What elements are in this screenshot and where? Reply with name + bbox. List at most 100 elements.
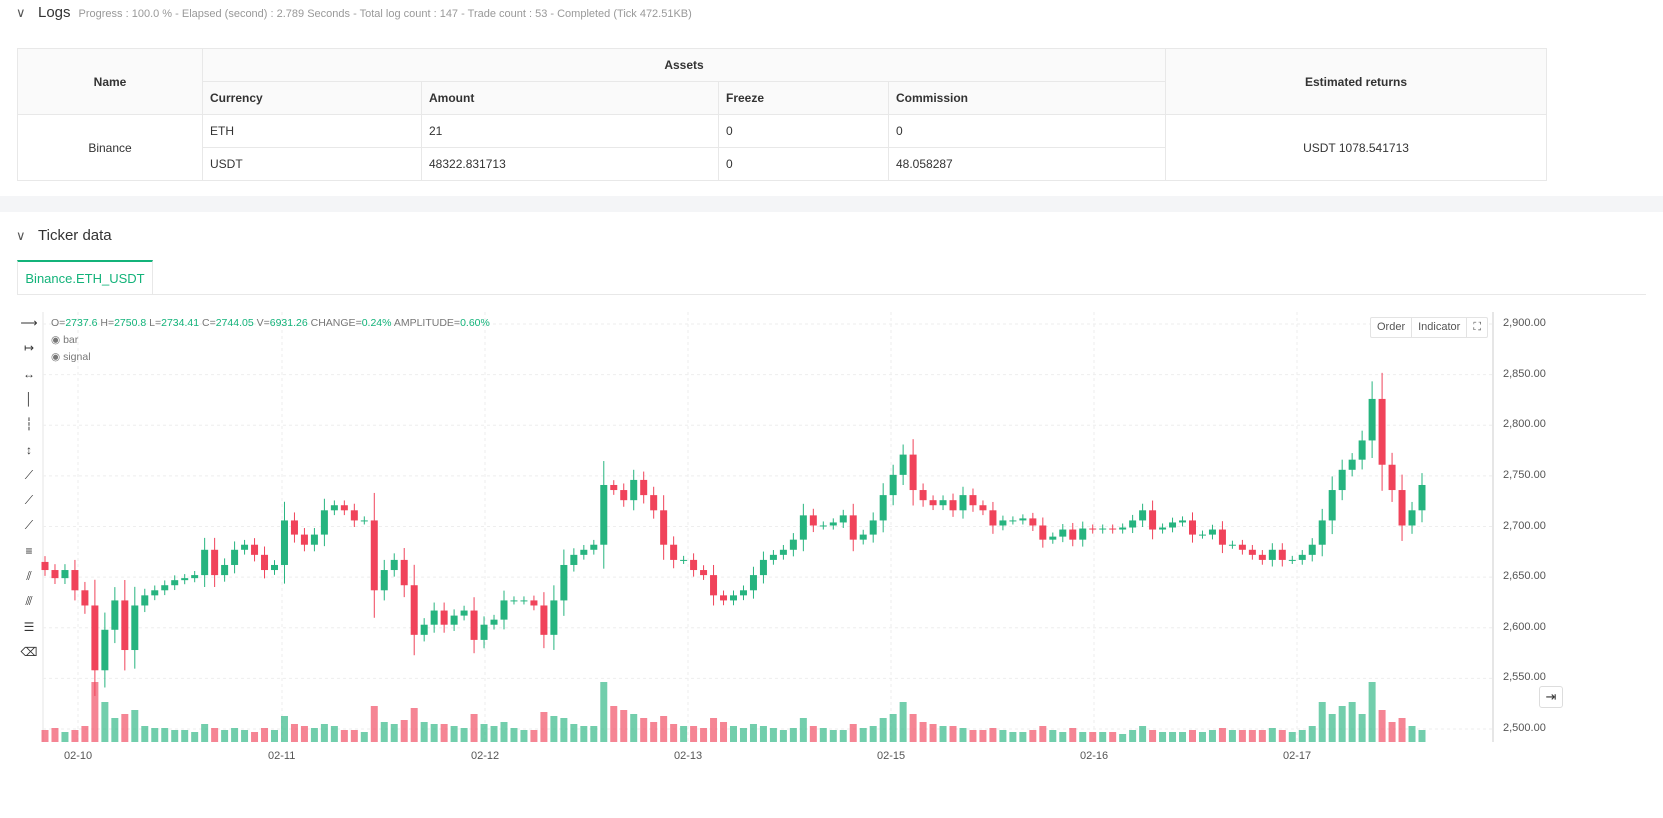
indicator-button[interactable]: Indicator (1412, 318, 1468, 337)
eye-icon[interactable]: ◉ (51, 334, 61, 346)
candle-body (620, 490, 628, 501)
chevron-down-icon[interactable]: ∨ (16, 228, 26, 243)
candle-body (969, 495, 977, 506)
table-row: USDT 48322.831713 0 48.058287 (18, 147, 1547, 181)
volume-bar (979, 730, 987, 742)
trend-line-icon[interactable]: ⟋ (24, 467, 34, 482)
logs-header[interactable]: ∨ Logs Progress : 100.0 % - Elapsed (sec… (16, 4, 692, 21)
candle-body (829, 522, 837, 526)
ticker-header[interactable]: ∨ Ticker data (16, 227, 112, 244)
volume-bar (490, 726, 498, 742)
volume-bar (450, 726, 458, 742)
series-bar-toggle[interactable]: ◉ bar (51, 334, 78, 346)
multi-channel-icon[interactable]: ⫻ (25, 594, 33, 609)
candle-body (819, 525, 827, 527)
horizontal-line-icon[interactable]: ⟶ (20, 316, 38, 330)
horizontal-segment-icon[interactable]: ↔ (23, 366, 35, 381)
candle-body (1298, 554, 1306, 560)
volume-bar (540, 712, 548, 742)
candle-body (660, 510, 668, 545)
volume-bar (1418, 730, 1426, 742)
series-signal-toggle[interactable]: ◉ signal (51, 351, 91, 363)
volume-bar (720, 722, 728, 742)
col-currency: Currency (202, 81, 422, 115)
order-button[interactable]: Order (1371, 318, 1413, 337)
candle-body (400, 559, 408, 586)
volume-bar (1218, 728, 1226, 742)
volume-bar (739, 728, 747, 742)
scroll-to-latest-button[interactable]: ⇥ (1539, 686, 1563, 708)
trash-icon[interactable]: ⌫ (20, 644, 38, 659)
candle-body (191, 575, 199, 579)
candle-body (630, 479, 638, 501)
candle-body (1378, 398, 1386, 465)
candlestick-chart[interactable] (0, 312, 1663, 818)
candle-body (550, 600, 558, 635)
candle-body (999, 520, 1007, 526)
col-returns: Estimated returns (1165, 48, 1547, 115)
ray-line-icon[interactable]: ⟋ (24, 493, 34, 508)
candle-body (440, 610, 448, 625)
candle-body (1278, 549, 1286, 560)
candle-body (241, 544, 249, 550)
volume-bar (710, 718, 718, 742)
candle-body (101, 629, 109, 671)
fullscreen-icon[interactable]: ⛶ (1473, 321, 1482, 333)
vertical-line-icon[interactable]: │ (25, 391, 33, 406)
volume-bar (1079, 732, 1087, 742)
eye-icon[interactable]: ◉ (51, 351, 61, 363)
candle-body (81, 590, 89, 606)
candle-body (1388, 464, 1396, 491)
candle-body (1039, 525, 1047, 540)
fib-levels-icon[interactable]: ☰ (23, 619, 35, 634)
table-row: Binance ETH 21 0 0 USDT 1078.541713 (17, 114, 1547, 181)
candle-body (1368, 398, 1376, 441)
chevron-down-icon[interactable]: ∨ (16, 5, 26, 20)
candle-body (1288, 559, 1296, 561)
candle-body (340, 505, 348, 511)
col-name: Name (17, 48, 203, 115)
candle-body (869, 520, 877, 535)
candle-body (749, 575, 757, 591)
series-label: bar (63, 334, 79, 346)
candle-body (570, 554, 578, 565)
volume-bar (999, 730, 1007, 742)
candle-body (1169, 522, 1177, 528)
volume-bar (1248, 730, 1256, 742)
c-value: 2744.05 (215, 317, 254, 329)
volume-bar (1378, 710, 1386, 742)
candle-body (1318, 520, 1326, 545)
volume-bar (141, 726, 149, 742)
candle-body (1179, 520, 1187, 523)
volume-bar (899, 702, 907, 742)
horizontal-ray-icon[interactable]: ↦ (23, 341, 35, 356)
candle-body (769, 554, 777, 560)
volume-bar (1308, 726, 1316, 742)
segment-line-icon[interactable]: ⟋ (24, 518, 34, 533)
candle-body (1308, 544, 1316, 555)
volume-bar (929, 724, 937, 742)
volume-bar (430, 724, 438, 742)
candle-body (899, 454, 907, 475)
volume-bar (939, 726, 947, 742)
volume-bar (520, 730, 528, 742)
volume-bar (769, 728, 777, 742)
parallel-channel-icon[interactable]: ⫽ (26, 569, 32, 583)
chart-area[interactable]: ⟶ ↦ ↔ │ ┆ ↕ ⟋ ⟋ ⟋ ≡ ⫽ ⫻ ☰ ⌫ O=2737.6 H=2750.8 L=2734.… (0, 312, 1663, 818)
volume-bar (1009, 732, 1017, 742)
candle-body (360, 520, 368, 522)
volume-bar (1039, 726, 1047, 742)
candle-body (1228, 544, 1236, 546)
o-label: O= (51, 317, 66, 329)
price-range-icon[interactable]: ≡ (25, 543, 33, 558)
candle-body (690, 559, 698, 571)
volume-bar (1019, 732, 1027, 742)
vertical-segment-icon[interactable]: ┆ (25, 417, 33, 432)
volume-bar (919, 722, 927, 742)
logs-progress-info: Progress : 100.0 % - Elapsed (second) : … (78, 8, 692, 20)
candle-body (1139, 510, 1147, 521)
candle-body (141, 595, 149, 606)
vertical-ray-icon[interactable]: ↕ (26, 442, 32, 457)
tab-binance-eth-usdt[interactable]: Binance.ETH_USDT (17, 260, 153, 294)
candle-body (111, 600, 119, 630)
